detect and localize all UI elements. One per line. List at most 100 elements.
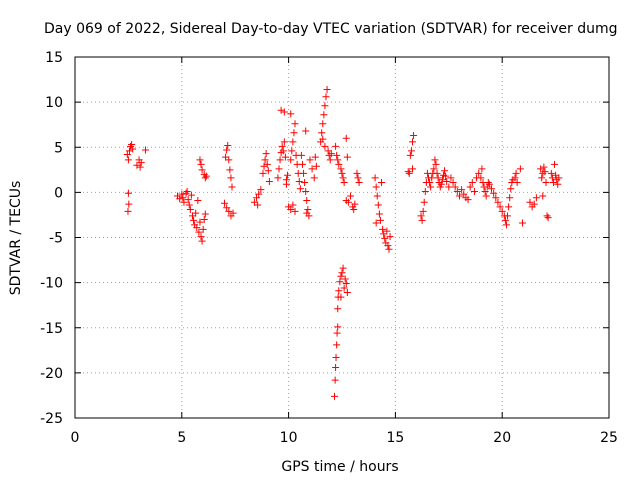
data-point xyxy=(381,234,389,242)
data-point xyxy=(464,196,472,204)
data-point xyxy=(432,160,440,168)
data-point xyxy=(298,160,306,168)
data-point xyxy=(201,174,209,182)
data-point xyxy=(202,172,210,180)
data-point xyxy=(186,206,194,214)
data-point xyxy=(331,392,339,400)
data-point xyxy=(551,160,559,168)
data-point xyxy=(195,228,203,236)
data-point xyxy=(484,178,492,186)
data-point xyxy=(263,160,271,168)
data-point xyxy=(183,187,191,195)
data-point xyxy=(506,194,514,202)
data-point xyxy=(468,178,476,186)
data-point xyxy=(303,196,311,204)
data-point xyxy=(124,156,132,164)
data-point xyxy=(302,127,310,135)
x-tick-label: 15 xyxy=(386,430,404,446)
data-point xyxy=(284,171,292,179)
data-point xyxy=(319,135,327,143)
data-point xyxy=(443,178,451,186)
data-point xyxy=(442,172,450,180)
y-tick-label: -20 xyxy=(40,366,63,382)
data-point xyxy=(384,242,392,250)
data-point xyxy=(280,108,288,116)
data-point xyxy=(289,138,297,146)
data-point xyxy=(257,186,265,194)
data-point xyxy=(481,187,489,195)
data-point xyxy=(335,160,343,168)
data-point xyxy=(430,165,438,173)
data-point xyxy=(318,129,326,137)
data-point xyxy=(537,165,545,173)
data-point xyxy=(408,165,416,173)
data-point xyxy=(518,219,526,227)
data-point xyxy=(123,150,131,158)
data-point xyxy=(516,165,524,173)
data-point xyxy=(512,169,520,177)
data-point xyxy=(225,156,233,164)
x-tick-labels: 0 5 10 15 20 25 xyxy=(71,430,618,446)
data-point xyxy=(223,204,231,212)
data-point xyxy=(453,187,461,195)
data-point xyxy=(129,145,137,153)
x-tick-label: 10 xyxy=(280,430,298,446)
chart-title: Day 069 of 2022, Sidereal Day-to-day VTE… xyxy=(44,21,618,37)
data-point xyxy=(376,216,384,224)
data-point xyxy=(297,151,305,159)
data-point xyxy=(544,214,552,222)
x-tick-label: 5 xyxy=(177,430,186,446)
data-point xyxy=(323,85,331,93)
data-point xyxy=(333,341,341,349)
y-tick-label: -15 xyxy=(40,321,63,337)
data-point xyxy=(511,174,519,182)
data-point xyxy=(340,178,348,186)
data-point xyxy=(338,169,346,177)
data-point xyxy=(342,280,350,288)
data-point xyxy=(494,198,502,206)
data-point xyxy=(197,160,205,168)
data-point xyxy=(224,141,232,149)
data-point xyxy=(340,284,348,292)
data-point xyxy=(289,201,297,209)
data-point xyxy=(334,156,342,164)
data-point xyxy=(407,147,415,155)
data-point xyxy=(194,196,202,204)
data-point xyxy=(255,190,263,198)
data-point xyxy=(541,168,549,176)
data-point xyxy=(336,278,344,286)
data-point xyxy=(125,200,133,208)
data-point xyxy=(302,187,310,195)
data-point xyxy=(372,183,380,191)
x-tick-label: 20 xyxy=(493,430,511,446)
data-point xyxy=(466,183,474,191)
data-point xyxy=(539,192,547,200)
y-axis-label: SDTVAR / TECUs xyxy=(8,181,24,296)
data-point xyxy=(180,198,188,206)
x-tick-label: 0 xyxy=(71,430,80,446)
y-tick-label: -10 xyxy=(40,276,63,292)
data-point xyxy=(351,200,359,208)
data-points xyxy=(123,85,563,400)
data-point xyxy=(496,203,504,211)
data-point xyxy=(320,111,328,119)
data-point xyxy=(338,269,346,277)
data-point xyxy=(301,178,309,186)
data-point xyxy=(261,156,269,164)
data-point xyxy=(372,219,380,227)
grid xyxy=(75,57,609,418)
data-point xyxy=(341,275,349,283)
data-point xyxy=(321,102,329,110)
data-point xyxy=(343,153,351,161)
data-point xyxy=(192,209,200,217)
data-point xyxy=(538,174,546,182)
data-point xyxy=(332,363,340,371)
x-tick-label: 25 xyxy=(600,430,618,446)
data-point xyxy=(488,185,496,193)
data-point xyxy=(277,106,285,114)
data-point xyxy=(310,174,318,182)
data-point xyxy=(141,146,149,154)
data-point xyxy=(253,194,261,202)
data-point xyxy=(295,178,303,186)
data-point xyxy=(124,189,132,197)
